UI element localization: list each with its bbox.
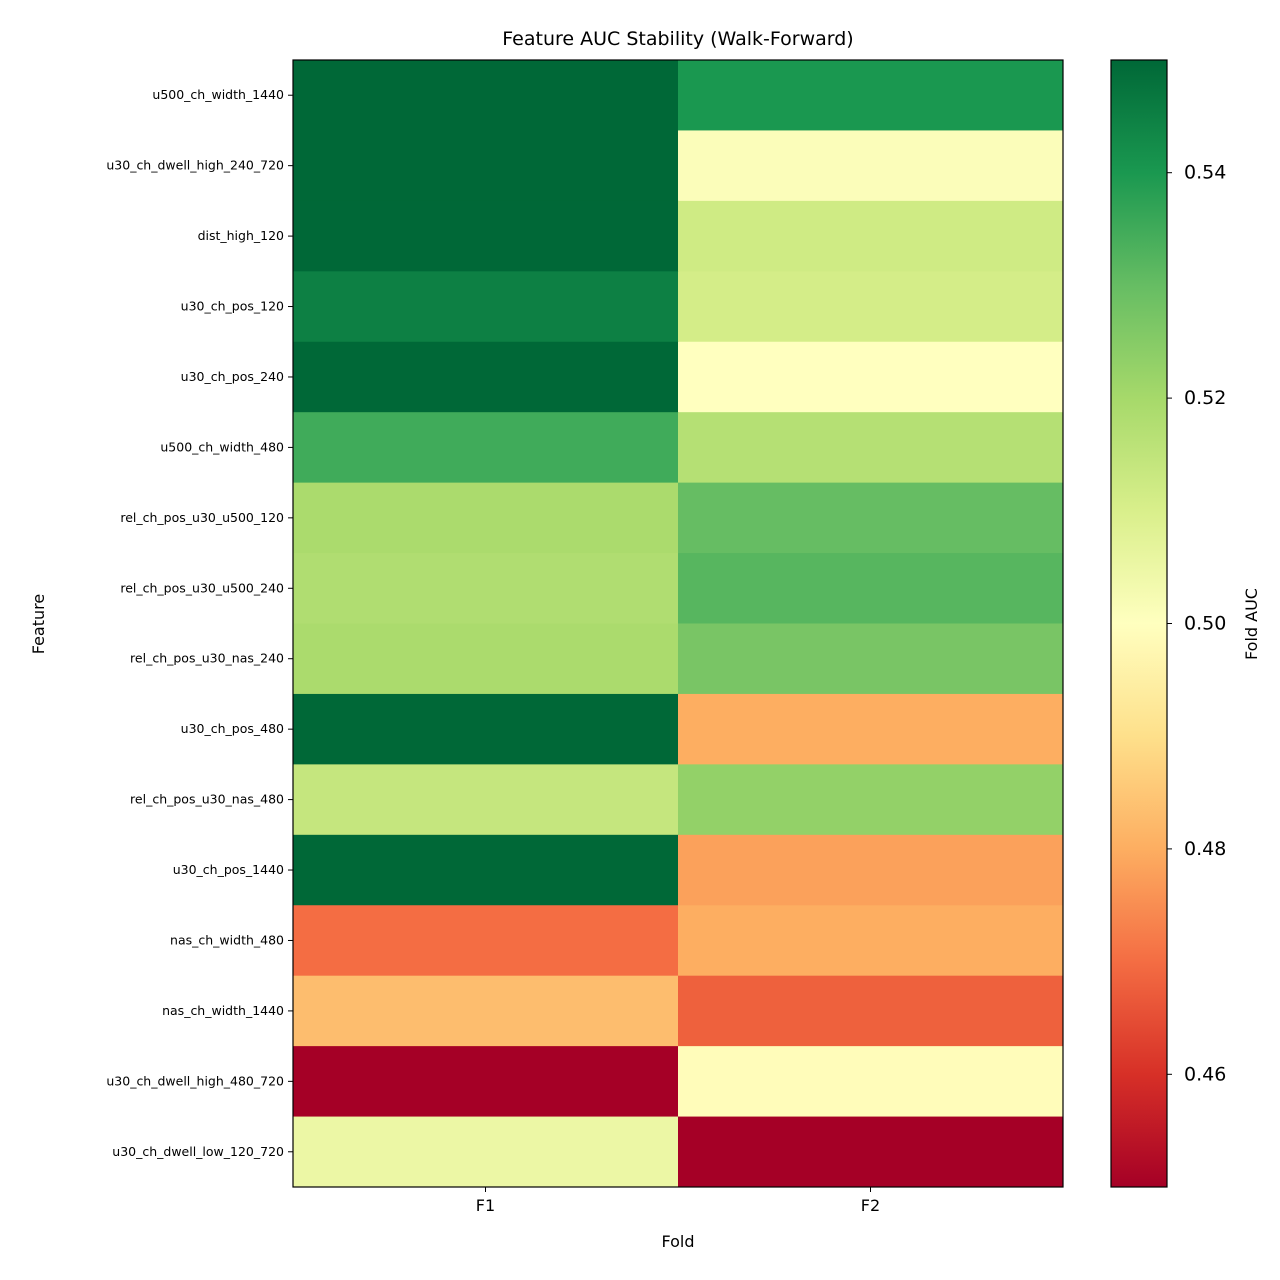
- y-axis-label: Feature: [29, 594, 48, 654]
- colorbar-ticks: 0.46 0.48 0.50 0.52 0.54: [1167, 162, 1226, 1085]
- heatmap-cell: [293, 482, 679, 554]
- heatmap-cell: [293, 834, 679, 906]
- colorbar-tick-label: 0.54: [1184, 162, 1226, 184]
- colorbar: [1110, 59, 1168, 1188]
- heatmap-cell: [293, 130, 679, 202]
- heatmap-cell: [678, 623, 1064, 695]
- y-tick-label: u500_ch_width_1440: [152, 87, 284, 102]
- heatmap-cell: [293, 623, 679, 695]
- colorbar-tick-label: 0.48: [1184, 838, 1226, 860]
- heatmap-cell: [678, 1046, 1064, 1118]
- colorbar-label: Fold AUC: [1242, 588, 1261, 660]
- heatmap-cell: [293, 1116, 679, 1188]
- heatmap-cell: [293, 1046, 679, 1118]
- y-tick-label: rel_ch_pos_u30_nas_240: [130, 651, 284, 666]
- y-tick-label: u30_ch_dwell_high_240_720: [106, 158, 284, 173]
- heatmap-cell: [293, 764, 679, 836]
- y-tick-label: u30_ch_pos_1440: [173, 862, 284, 877]
- colorbar-tick-label: 0.46: [1184, 1063, 1226, 1085]
- heatmap-cell: [293, 412, 679, 484]
- heatmap-cell: [678, 1116, 1064, 1188]
- heatmap-cell: [293, 693, 679, 765]
- heatmap-cell: [678, 693, 1064, 765]
- colorbar-tick-label: 0.52: [1184, 387, 1226, 409]
- y-tick-label: rel_ch_pos_u30_u500_120: [120, 510, 284, 525]
- y-tick-label: nas_ch_width_1440: [162, 1003, 284, 1018]
- plot-frame: [292, 59, 1064, 1188]
- heatmap-cell: [293, 271, 679, 343]
- heatmap-cell: [678, 130, 1064, 202]
- y-tick-label: u30_ch_dwell_high_480_720: [106, 1073, 284, 1088]
- heatmap-cell: [678, 482, 1064, 554]
- x-axis-label: Fold: [661, 1232, 694, 1251]
- heatmap-cell: [678, 905, 1064, 977]
- y-tick-label: nas_ch_width_480: [170, 932, 284, 947]
- y-tick-label: u30_ch_dwell_low_120_720: [112, 1144, 284, 1159]
- heatmap-cell: [678, 764, 1064, 836]
- heatmap-cell: [293, 200, 679, 272]
- heatmap-cell: [678, 553, 1064, 624]
- y-tick-label: u30_ch_pos_120: [181, 299, 284, 314]
- heatmap-cell: [678, 975, 1064, 1047]
- y-tick-label: u30_ch_pos_240: [181, 369, 284, 384]
- heatmap-cell: [678, 271, 1064, 343]
- heatmap-cells: [293, 60, 1064, 1188]
- heatmap-cell: [678, 60, 1064, 131]
- heatmap-cell: [293, 341, 679, 413]
- chart-title: Feature AUC Stability (Walk-Forward): [502, 28, 853, 50]
- heatmap-cell: [678, 412, 1064, 484]
- heatmap-cell: [678, 834, 1064, 906]
- y-tick-labels: u500_ch_width_1440 u30_ch_dwell_high_240_…: [106, 87, 293, 1159]
- y-tick-label: u30_ch_pos_480: [181, 721, 284, 736]
- y-tick-label: rel_ch_pos_u30_u500_240: [120, 580, 284, 595]
- colorbar-tick-label: 0.50: [1184, 613, 1226, 635]
- x-tick-labels: F1 F2: [476, 1187, 880, 1215]
- heatmap-cell: [678, 341, 1064, 413]
- heatmap-cell: [293, 553, 679, 624]
- heatmap-cell: [293, 975, 679, 1047]
- x-tick-label: F1: [476, 1196, 495, 1215]
- heatmap-cell: [293, 905, 679, 977]
- heatmap-cell: [678, 200, 1064, 272]
- y-tick-label: dist_high_120: [198, 228, 284, 243]
- y-tick-label: rel_ch_pos_u30_nas_480: [130, 792, 284, 807]
- y-tick-label: u500_ch_width_480: [160, 439, 284, 454]
- heatmap-cell: [293, 60, 679, 131]
- x-tick-label: F2: [861, 1196, 880, 1215]
